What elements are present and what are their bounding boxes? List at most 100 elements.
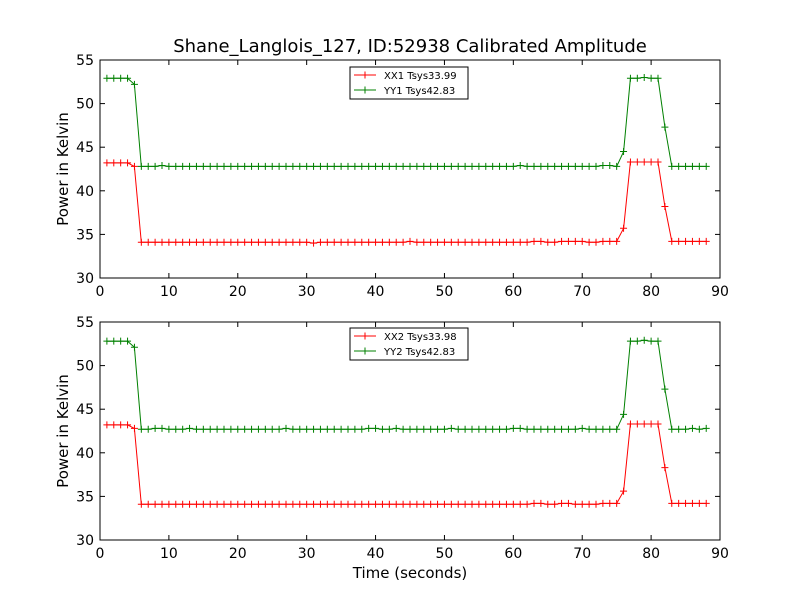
data-point (358, 500, 366, 508)
data-point (248, 162, 256, 170)
data-point (578, 424, 586, 432)
data-point (454, 238, 462, 246)
data-point (675, 162, 683, 170)
data-point (310, 162, 318, 170)
data-point (516, 424, 524, 432)
data-point (633, 158, 641, 166)
legend-marker (361, 332, 369, 340)
data-point (413, 162, 421, 170)
data-point (592, 425, 600, 433)
data-point (530, 237, 538, 245)
data-point (592, 162, 600, 170)
data-point (158, 424, 166, 432)
data-point (124, 421, 132, 429)
data-point (427, 500, 435, 508)
series-line (106, 161, 707, 244)
data-point (489, 500, 497, 508)
data-point (378, 162, 386, 170)
y-tick-label: 45 (76, 140, 94, 156)
data-point (544, 162, 552, 170)
data-point (365, 238, 373, 246)
data-point (640, 336, 648, 344)
data-point (523, 238, 531, 246)
data-point (551, 162, 559, 170)
data-point (578, 500, 586, 508)
data-point (695, 425, 703, 433)
data-point (344, 162, 352, 170)
data-point (241, 500, 249, 508)
data-point (165, 162, 173, 170)
x-tick-label: 70 (573, 284, 591, 300)
data-point (227, 425, 235, 433)
data-point (654, 74, 662, 82)
data-point (199, 500, 207, 508)
data-point (316, 500, 324, 508)
data-point (640, 158, 648, 166)
x-tick-label: 60 (504, 546, 522, 562)
data-point (613, 237, 621, 245)
data-point (296, 238, 304, 246)
data-point (489, 425, 497, 433)
data-point (695, 162, 703, 170)
data-point (220, 500, 228, 508)
data-point (633, 420, 641, 428)
data-point (124, 74, 132, 82)
x-tick-label: 30 (298, 546, 316, 562)
x-tick-label: 50 (436, 284, 454, 300)
data-point (682, 162, 690, 170)
data-point (206, 500, 214, 508)
data-point (268, 425, 276, 433)
data-point (144, 162, 152, 170)
data-point (282, 238, 290, 246)
data-point (440, 425, 448, 433)
data-point (351, 425, 359, 433)
data-point (110, 159, 118, 167)
legend-marker (361, 71, 369, 79)
data-point (310, 425, 318, 433)
data-point (668, 425, 676, 433)
data-point (144, 500, 152, 508)
data-point (551, 238, 559, 246)
data-point (310, 500, 318, 508)
data-point (578, 162, 586, 170)
data-point (130, 162, 138, 170)
data-point (564, 425, 572, 433)
data-point (496, 425, 504, 433)
data-point (406, 425, 414, 433)
data-point (420, 162, 428, 170)
data-point (192, 162, 200, 170)
data-point (661, 385, 669, 393)
data-point (537, 237, 545, 245)
data-point (468, 500, 476, 508)
x-tick-label: 10 (160, 284, 178, 300)
data-point (303, 238, 311, 246)
data-point (234, 238, 242, 246)
data-point (682, 237, 690, 245)
data-point (626, 337, 634, 345)
data-point (261, 500, 269, 508)
data-point (702, 237, 710, 245)
x-tick-label: 20 (229, 284, 247, 300)
data-point (489, 238, 497, 246)
data-point (647, 337, 655, 345)
data-point (454, 500, 462, 508)
x-tick-label: 40 (367, 284, 385, 300)
data-point (172, 238, 180, 246)
data-point (234, 162, 242, 170)
data-point (440, 162, 448, 170)
data-point (323, 162, 331, 170)
data-point (654, 158, 662, 166)
data-point (199, 162, 207, 170)
legend (349, 327, 469, 361)
data-point (282, 162, 290, 170)
data-point (675, 237, 683, 245)
data-point (592, 238, 600, 246)
data-point (316, 238, 324, 246)
data-point (213, 162, 221, 170)
data-point (192, 238, 200, 246)
data-point (688, 162, 696, 170)
data-point (599, 162, 607, 170)
data-point (468, 162, 476, 170)
data-point (227, 500, 235, 508)
